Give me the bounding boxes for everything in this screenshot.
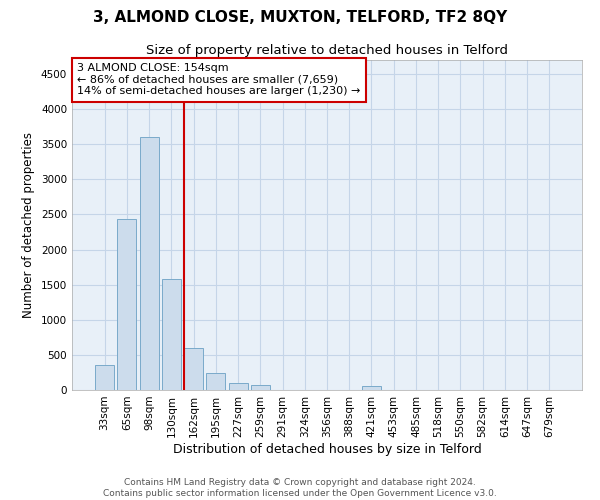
Bar [251,386,270,390]
Bar [162,279,181,390]
X-axis label: Distribution of detached houses by size in Telford: Distribution of detached houses by size … [173,442,481,456]
Text: 3 ALMOND CLOSE: 154sqm
← 86% of detached houses are smaller (7,659)
14% of semi-: 3 ALMOND CLOSE: 154sqm ← 86% of detached… [77,64,361,96]
Bar [206,373,225,390]
Bar [118,220,136,390]
Bar [140,137,158,390]
Bar [229,383,248,390]
Bar [362,386,381,390]
Bar [184,348,203,390]
Bar [95,364,114,390]
Text: Contains HM Land Registry data © Crown copyright and database right 2024.
Contai: Contains HM Land Registry data © Crown c… [103,478,497,498]
Title: Size of property relative to detached houses in Telford: Size of property relative to detached ho… [146,44,508,58]
Y-axis label: Number of detached properties: Number of detached properties [22,132,35,318]
Text: 3, ALMOND CLOSE, MUXTON, TELFORD, TF2 8QY: 3, ALMOND CLOSE, MUXTON, TELFORD, TF2 8Q… [93,10,507,25]
